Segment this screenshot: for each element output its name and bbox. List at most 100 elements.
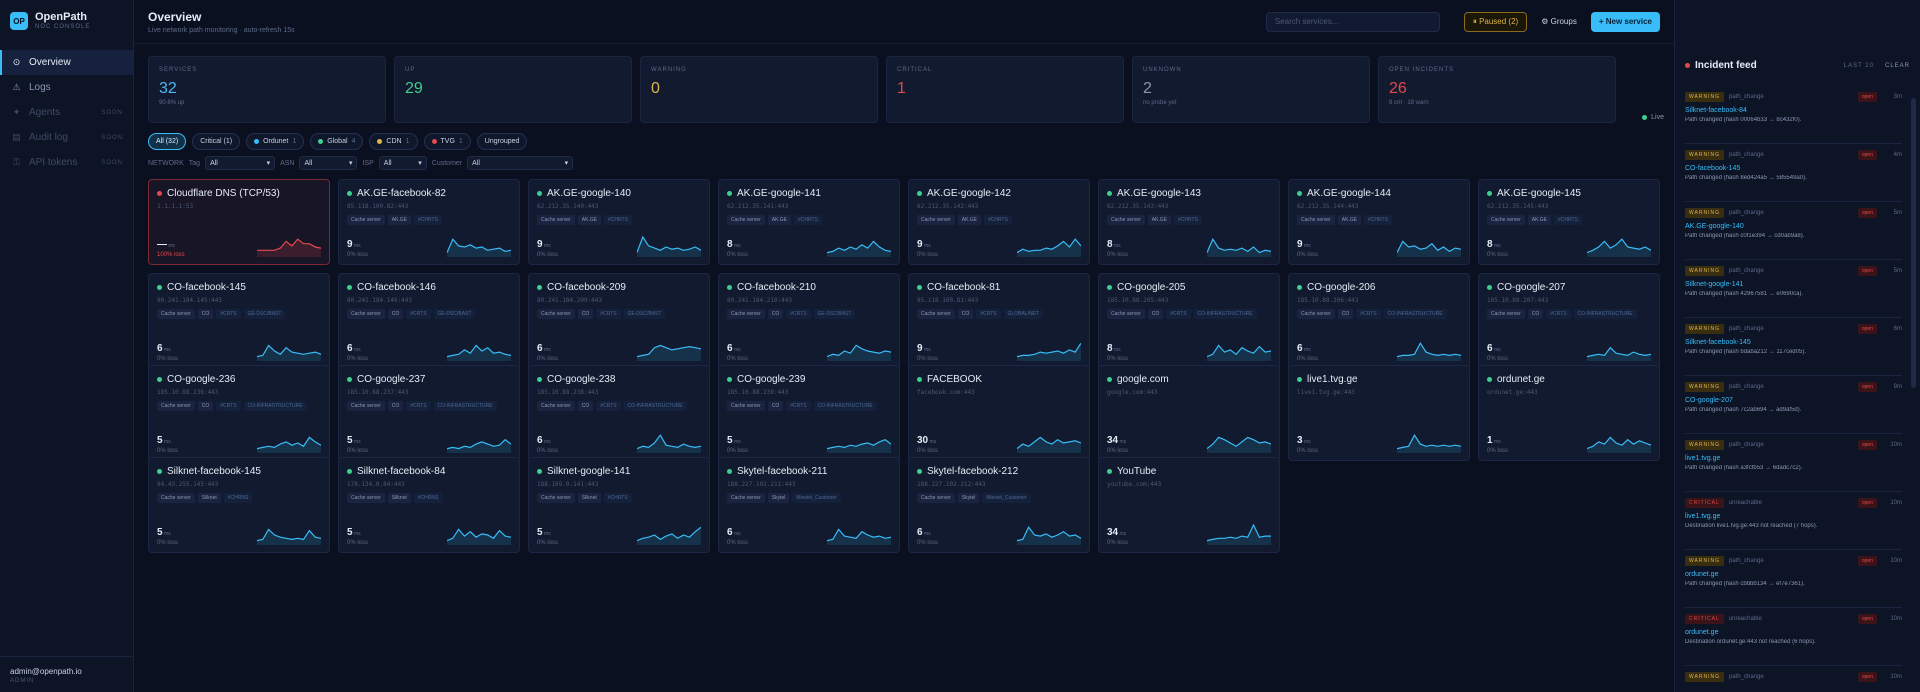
groups-button[interactable]: ⚙ Groups [1541,17,1577,26]
isp-select[interactable]: All ▾ [378,156,427,170]
group-chip[interactable]: All (32) [148,133,187,150]
incident-item[interactable]: WARNING path_change open 9m CO-google-20… [1685,376,1902,434]
service-card[interactable]: Cloudflare DNS (TCP/53) 1.1.1.1:53 — ms … [148,179,330,265]
service-card[interactable]: AK.GE-google-140 62.212.35.140:443 Cache… [528,179,710,265]
search-input[interactable] [1265,11,1440,32]
service-card[interactable]: CO-facebook-145 80.241.184.145:443 Cache… [148,273,330,369]
service-card[interactable]: Skytel-facebook-211 188.227.102.211:443 … [718,457,900,553]
incident-service-link[interactable]: AK.GE-google-140 [1685,223,1744,230]
service-card[interactable]: CO-google-207 185.10.88.207:443 Cache se… [1478,273,1660,369]
service-tag: GE-DSC/BAST [813,309,856,319]
service-card[interactable]: CO-google-206 185.10.88.206:443 Cache se… [1288,273,1470,369]
incident-item[interactable]: CRITICAL unreachable open 10m ordunet.ge… [1685,608,1902,666]
loss-value: 0% loss [347,448,369,454]
service-card[interactable]: CO-facebook-81 85.118.100.81:443 Cache s… [908,273,1090,369]
incident-service-link[interactable]: live1.tvg.ge [1685,513,1721,520]
incident-service-link[interactable]: CO-google-207 [1685,397,1733,404]
stat-card-critical[interactable]: CRITICAL 1 [886,56,1124,123]
sidebar-item-overview[interactable]: ⊙ Overview [0,50,133,75]
service-card[interactable]: Silknet-facebook-84 178.134.0.84:443 Cac… [338,457,520,553]
new-service-button[interactable]: + New service [1590,11,1660,32]
customer-select[interactable]: All ▾ [467,156,574,170]
service-card[interactable]: Skytel-facebook-212 188.227.102.212:443 … [908,457,1090,553]
incident-item[interactable]: CRITICAL unreachable open 10m live1.tvg.… [1685,492,1902,550]
incident-type: path_change [1728,326,1764,332]
service-card[interactable]: CO-google-238 185.10.88.238:443 Cache se… [528,365,710,461]
incident-item[interactable]: WARNING path_change open 10m [1685,666,1902,692]
service-card[interactable]: AK.GE-google-142 62.212.35.142:443 Cache… [908,179,1090,265]
feed-header: Incident feed LAST 20 CLEAR [1685,60,1910,71]
group-chip[interactable]: Ordunet 1 [246,133,305,150]
service-card[interactable]: CO-facebook-146 80.241.184.146:443 Cache… [338,273,520,369]
sidebar-item-api-tokens[interactable]: ⚿ API tokens SOON [0,150,133,175]
open-badge: open [1857,150,1877,160]
incident-item[interactable]: WARNING path_change open 10m ordunet.ge … [1685,550,1902,608]
service-card[interactable]: CO-facebook-210 80.241.184.210:443 Cache… [718,273,900,369]
service-card[interactable]: CO-google-205 185.10.88.205:443 Cache se… [1098,273,1280,369]
stat-label: UNKNOWN [1143,67,1182,73]
service-card[interactable]: CO-google-237 185.10.88.237:443 Cache se… [338,365,520,461]
service-tag: #CHRTS [414,215,442,225]
group-chip[interactable]: TVG 1 [423,133,471,150]
service-tag: Miestel_Customer [792,493,841,503]
service-card[interactable]: FACEBOOK facebook.com:443 30 ms 0% loss [908,365,1090,461]
service-card[interactable]: google.com google.com:443 34 ms 0% loss [1098,365,1280,461]
incident-item[interactable]: WARNING path_change open 3m Silknet-face… [1685,86,1902,144]
stat-card-up[interactable]: UP 29 [394,56,632,123]
service-card[interactable]: AK.GE-google-141 62.212.35.141:443 Cache… [718,179,900,265]
incident-service-link[interactable]: Silknet-facebook-84 [1685,107,1747,114]
service-tags: Cache server CO #CRTS CO-INFRASTRUCTURE [347,401,511,411]
service-card[interactable]: CO-facebook-209 80.241.184.209:443 Cache… [528,273,710,369]
incident-item[interactable]: WARNING path_change open 10m live1.tvg.g… [1685,434,1902,492]
stat-card-services[interactable]: SERVICES 32 90.6% up [148,56,386,123]
incident-item[interactable]: WARNING path_change open 6m Silknet-face… [1685,318,1902,376]
service-card[interactable]: Silknet-facebook-145 94.43.255.145:443 C… [148,457,330,553]
incident-service-link[interactable]: ordunet.ge [1685,629,1719,636]
group-chip[interactable]: Ungrouped [476,133,528,150]
service-card[interactable]: ordunet.ge ordunet.ge:443 1 ms 0% loss [1478,365,1660,461]
incident-service-link[interactable]: CO-facebook-145 [1685,165,1741,172]
feed-scrollbar[interactable] [1911,98,1916,388]
service-card[interactable]: Silknet-google-141 188.169.0.141:443 Cac… [528,457,710,553]
service-card[interactable]: YouTube youtube.com:443 34 ms 0% loss [1098,457,1280,553]
paused-button[interactable]: ⏸ Paused (2) [1463,11,1528,32]
stat-card-open-incidents[interactable]: OPEN INCIDENTS 26 8 crit · 18 warn [1378,56,1616,123]
stat-card-unknown[interactable]: UNKNOWN 2 no probe yet [1132,56,1370,123]
incident-item[interactable]: WARNING path_change open 5m Silknet-goog… [1685,260,1902,318]
service-tags: Cache server Silknet #CHRNS [347,493,511,503]
latency-sparkline [827,439,891,453]
service-card[interactable]: CO-google-236 185.10.88.236:443 Cache se… [148,365,330,461]
service-card[interactable]: AK.GE-facebook-82 85.118.100.82:443 Cach… [338,179,520,265]
service-card[interactable]: AK.GE-google-145 62.212.35.145:443 Cache… [1478,179,1660,265]
tag-select[interactable]: All ▾ [205,156,276,170]
incident-item[interactable]: WARNING path_change open 4m CO-facebook-… [1685,144,1902,202]
service-host: 188.227.102.212:443 [917,481,986,488]
incident-service-link[interactable]: Silknet-google-141 [1685,281,1744,288]
stat-card-warning[interactable]: WARNING 0 [640,56,878,123]
incident-service-link[interactable]: live1.tvg.ge [1685,455,1721,462]
service-card[interactable]: CO-google-239 185.10.88.239:443 Cache se… [718,365,900,461]
service-card[interactable]: AK.GE-google-143 62.212.35.143:443 Cache… [1098,179,1280,265]
stat-sub: 90.6% up [159,100,185,106]
user-panel[interactable]: admin@openpath.io ADMIN [0,656,133,692]
incident-service-link[interactable]: ordunet.ge [1685,571,1719,578]
incident-service-link[interactable]: Silknet-facebook-145 [1685,339,1751,346]
service-name: Cloudflare DNS (TCP/53) [167,188,280,199]
service-card[interactable]: AK.GE-google-144 62.212.35.144:443 Cache… [1288,179,1470,265]
loss-value: 0% loss [157,448,179,454]
sidebar-item-audit-log[interactable]: ▤ Audit log SOON [0,125,133,150]
service-tags: Cache server CO #CRTS GLOBAL/NET [917,309,1081,319]
service-tag: Skytel [767,493,790,503]
sidebar-item-logs[interactable]: ⚠ Logs [0,75,133,100]
incident-item[interactable]: WARNING path_change open 5m AK.GE-google… [1685,202,1902,260]
latency-value: 9 ms [917,343,931,354]
group-chip[interactable]: Global 4 [310,133,364,150]
group-chip[interactable]: CDN 1 [369,133,418,150]
service-card[interactable]: live1.tvg.ge live1.tvg.ge:443 3 ms 0% lo… [1288,365,1470,461]
group-chip[interactable]: Critical (1) [192,133,241,150]
sidebar-item-agents[interactable]: ✦ Agents SOON [0,100,133,125]
service-name: CO-google-236 [167,374,236,385]
feed-clear-button[interactable]: CLEAR [1884,62,1910,69]
status-dot-icon [157,191,162,196]
asn-select[interactable]: All ▾ [299,156,358,170]
